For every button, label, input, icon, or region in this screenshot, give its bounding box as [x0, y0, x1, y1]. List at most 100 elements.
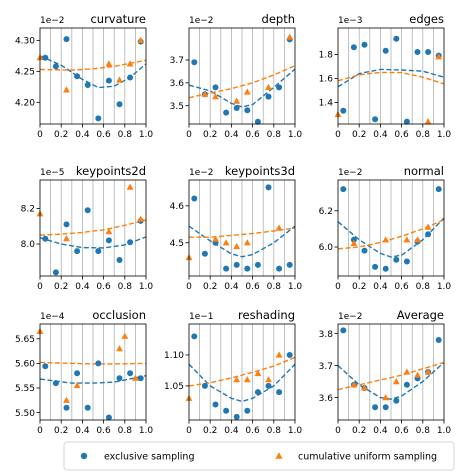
exclusive-point	[382, 404, 389, 411]
panel-average: 3.6 3.7 3.8 0 0.2 0.4 0.6 0.8 1.0 1e−2 Average	[319, 308, 452, 436]
exclusive-trend-line	[189, 363, 295, 403]
x-tick-label: 0.4	[224, 130, 239, 140]
x-tick-label: 0.6	[96, 130, 111, 140]
trend-curves	[40, 361, 146, 384]
x-tick-label: 0.4	[224, 426, 239, 436]
axes-frame	[188, 179, 296, 277]
y-tick-label: 3.8	[319, 330, 334, 340]
cumulative-point	[254, 369, 262, 377]
markers	[191, 33, 294, 125]
trend-curves	[189, 356, 295, 403]
y-tick-label: 6.0	[319, 243, 334, 253]
exclusive-point	[393, 397, 400, 404]
exclusive-point	[52, 63, 59, 70]
panel-title: normal	[404, 164, 444, 178]
exclusive-point	[403, 381, 410, 388]
exclusive-point	[137, 375, 144, 382]
x-tick-label: 0	[37, 130, 43, 140]
cumulative-point	[63, 86, 70, 93]
trend-curves	[189, 225, 295, 258]
cumulative-point	[275, 351, 283, 358]
x-tick-label: 0.8	[267, 426, 282, 436]
exclusive-point	[127, 370, 134, 377]
panel-title: reshading	[238, 308, 295, 322]
exclusive-point	[116, 101, 123, 108]
x-tick-label: 1.0	[139, 282, 154, 292]
cumulative-point	[286, 33, 294, 40]
exclusive-point	[265, 382, 272, 389]
exclusive-point	[361, 41, 368, 48]
x-tick-label: 0.2	[203, 282, 217, 292]
exclusive-point	[95, 115, 102, 122]
markers	[340, 327, 442, 411]
markers	[36, 327, 144, 421]
exclusive-point	[233, 413, 240, 420]
exclusive-point	[127, 239, 134, 246]
exclusive-point	[403, 118, 410, 125]
exclusive-point	[223, 407, 230, 414]
axes-frame	[337, 323, 445, 421]
x-tick-label: 0.6	[245, 130, 260, 140]
x-tick-label: 1.0	[437, 130, 452, 140]
x-tick-label: 0.4	[373, 426, 388, 436]
exclusive-point	[286, 261, 293, 268]
cumulative-point	[243, 88, 251, 95]
cumulative-point	[126, 60, 134, 67]
panel-keypoints2d: 8.0 8.2 0 0.2 0.4 0.6 0.8 1.0 1e−5 keypoints2d	[21, 164, 154, 292]
exclusive-point	[74, 248, 81, 255]
y-offset-label: 1e−5	[40, 168, 65, 178]
y-tick-label: 4.30	[15, 37, 35, 47]
exclusive-point	[84, 404, 91, 411]
exclusive-point	[223, 109, 230, 116]
x-tick-label: 0.2	[54, 426, 68, 436]
exclusive-point	[233, 105, 240, 111]
x-tick-label: 0.6	[96, 282, 111, 292]
exclusive-point	[403, 258, 410, 265]
markers	[334, 35, 443, 125]
y-tick-label: 5.55	[15, 384, 35, 394]
x-tick-label: 0	[37, 282, 43, 292]
x-tick-label: 0.6	[245, 282, 260, 292]
exclusive-point	[244, 107, 251, 114]
exclusive-trend-line	[338, 217, 444, 258]
cumulative-point	[392, 378, 400, 385]
exclusive-point	[191, 59, 198, 66]
panel-normal: 6.0 6.2 0 0.2 0.4 0.6 0.8 1.0 1e−2 normal	[319, 164, 452, 292]
x-tick-label: 0.6	[394, 282, 409, 292]
exclusive-point	[254, 261, 261, 268]
cumulative-trend-line	[189, 227, 295, 238]
x-tick-label: 0	[186, 130, 192, 140]
exclusive-point	[223, 265, 230, 272]
axes-frame	[337, 27, 445, 125]
exclusive-point	[212, 401, 219, 408]
y-tick-label: 8.2	[21, 205, 35, 215]
x-tick-label: 1.0	[139, 130, 154, 140]
exclusive-point	[233, 261, 240, 268]
cumulative-point	[105, 60, 113, 67]
y-tick-label: 8.0	[21, 240, 36, 250]
panel-title: edges	[409, 12, 444, 26]
cumulative-point	[350, 381, 358, 388]
axes-frame	[39, 179, 147, 277]
y-tick-label: 3.7	[319, 362, 333, 372]
exclusive-point	[340, 186, 347, 193]
cumulative-point	[132, 374, 139, 381]
y-tick-label: 1.05	[164, 382, 184, 392]
cumulative-point	[116, 76, 123, 83]
panel-keypoints3d: 4.5 4.6 0 0.2 0.4 0.6 0.8 1.0 1e−2 keypoints3d	[170, 164, 303, 292]
x-tick-label: 0.8	[416, 282, 431, 292]
y-offset-label: 1e−2	[40, 16, 65, 26]
exclusive-point	[393, 35, 400, 42]
cumulative-trend-line	[40, 361, 146, 365]
exclusive-point	[435, 337, 442, 343]
cumulative-point	[63, 235, 70, 242]
exclusive-point	[116, 257, 123, 263]
x-tick-label: 0.8	[267, 282, 282, 292]
exclusive-point	[63, 36, 70, 43]
x-tick-label: 0.4	[75, 130, 90, 140]
x-tick-label: 0.4	[75, 282, 90, 292]
y-tick-label: 3.6	[170, 79, 185, 89]
x-tick-label: 0	[37, 426, 43, 436]
y-tick-label: 5.50	[15, 409, 35, 419]
cumulative-point	[243, 376, 251, 383]
